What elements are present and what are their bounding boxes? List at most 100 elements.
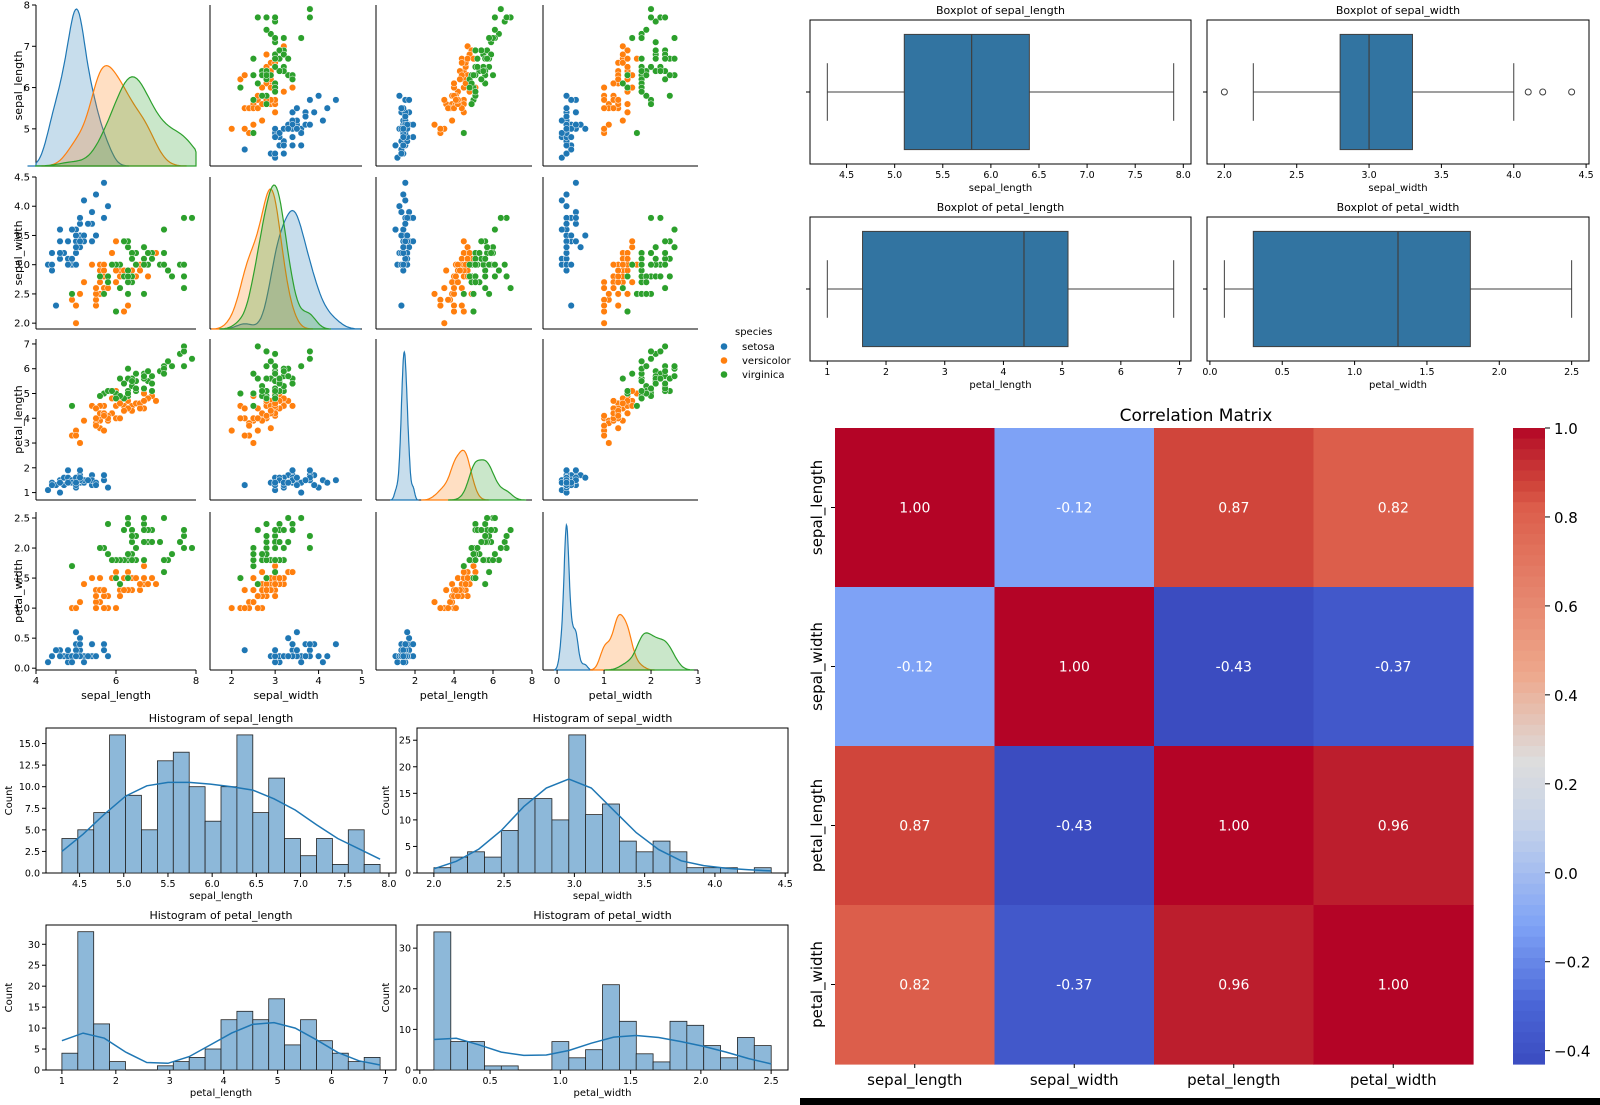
heatmap-cell-sepal_length-sepal_length — [835, 428, 996, 588]
scatter-point-virginica — [271, 63, 279, 71]
colorbar-tick-label: −0.4 — [1554, 1043, 1590, 1061]
scatter-point-virginica — [249, 562, 257, 570]
scatter-point-virginica — [96, 392, 104, 400]
scatter-point-virginica — [479, 67, 487, 75]
scatter-point-setosa — [562, 214, 571, 222]
scatter-point-virginica — [164, 357, 172, 365]
legend-label-virginica: virginica — [742, 370, 785, 381]
scatter-point-setosa — [567, 96, 575, 104]
scatter-point-virginica — [647, 13, 655, 21]
colorbar-segment — [1513, 693, 1545, 705]
scatter-point-versicolor — [76, 439, 84, 447]
scatter-point-virginica — [497, 5, 505, 13]
scatter-point-setosa — [84, 652, 92, 660]
y-tick-label: 7 — [24, 42, 30, 53]
scatter-point-setosa — [332, 476, 340, 484]
scatter-point-versicolor — [444, 104, 452, 112]
scatter-point-virginica — [507, 284, 515, 292]
scatter-point-versicolor — [72, 319, 80, 327]
scatter-point-virginica — [271, 55, 279, 63]
scatter-point-virginica — [180, 526, 188, 534]
x-tick-label: 3.5 — [637, 879, 652, 890]
scatter-point-virginica — [140, 255, 148, 263]
colorbar-segment — [1513, 841, 1545, 853]
scatter-point-setosa — [306, 466, 314, 474]
scatter-point-setosa — [393, 658, 401, 666]
colorbar-tick-label: 0.0 — [1554, 865, 1578, 883]
scatter-point-virginica — [471, 520, 479, 528]
scatter-point-virginica — [267, 30, 275, 38]
x-tick-label: 3.0 — [1362, 170, 1377, 181]
scatter-point-versicolor — [619, 261, 627, 269]
histogram-bar — [585, 1049, 603, 1071]
scatter-point-virginica — [485, 568, 493, 576]
y-axis-label: petal_length — [12, 385, 25, 453]
colorbar-segment — [1513, 481, 1545, 493]
scatter-point-setosa — [284, 634, 292, 642]
scatter-point-virginica — [124, 574, 132, 582]
scatter-point-setosa — [562, 479, 571, 487]
histogram-bar — [236, 734, 254, 874]
scatter-point-virginica — [497, 214, 505, 222]
scatter-point-virginica — [180, 544, 188, 552]
heatmap-value-label: 0.87 — [1218, 501, 1249, 517]
scatter-point-virginica — [236, 389, 244, 398]
scatter-point-versicolor — [88, 574, 96, 582]
colorbar-segment — [1513, 830, 1545, 842]
scatter-point-setosa — [72, 243, 80, 251]
histogram-bar — [347, 829, 365, 874]
scatter-point-versicolor — [619, 117, 627, 125]
scatter-point-virginica — [661, 249, 669, 257]
heatmap-cell-sepal_width-sepal_width — [994, 587, 1155, 747]
x-tick-label: 6 — [113, 676, 119, 687]
scatter-point-virginica — [254, 342, 262, 350]
scatter-point-setosa — [405, 96, 413, 104]
scatter-point-virginica — [280, 50, 288, 59]
pairplot-cell-petal_width-vs-petal_length: 2 4 6 8 petal_length — [375, 512, 535, 702]
scatter-point-setosa — [84, 220, 92, 228]
scatter-point-versicolor — [614, 424, 622, 432]
scatter-point-versicolor — [92, 414, 100, 422]
x-tick-label: 4 — [451, 676, 457, 687]
scatter-point-virginica — [503, 532, 511, 540]
scatter-point-versicolor — [249, 439, 257, 447]
scatter-point-versicolor — [600, 278, 608, 286]
scatter-point-virginica — [160, 226, 168, 234]
heatmap-cell-sepal_length-petal_length — [1154, 428, 1315, 588]
colorbar-tick-label: 0.6 — [1554, 598, 1578, 616]
chart-title: Histogram of petal_width — [533, 909, 671, 922]
heatmap-cell-petal_length-sepal_length — [835, 746, 996, 906]
scatter-point-virginica — [306, 544, 314, 552]
kde-line — [61, 1021, 381, 1066]
scatter-point-setosa — [48, 481, 56, 489]
scatter-point-virginica — [306, 532, 314, 540]
colorbar-segment — [1513, 491, 1545, 503]
scatter-point-virginica — [148, 255, 156, 263]
scatter-point-versicolor — [444, 296, 452, 304]
histogram-bar — [93, 1023, 110, 1071]
scatter-point-setosa — [64, 466, 72, 474]
scatter-point-setosa — [72, 652, 80, 660]
scatter-point-versicolor — [152, 397, 160, 405]
scatter-point-versicolor — [271, 580, 279, 588]
y-tick-label: 3.0 — [14, 260, 30, 271]
scatter-point-versicolor — [120, 407, 128, 415]
heatmap-value-label: -0.12 — [897, 660, 933, 676]
histogram-bar — [172, 1061, 190, 1071]
scatter-point-virginica — [168, 362, 176, 370]
scatter-point-virginica — [104, 278, 112, 286]
x-tick-label: 2 — [648, 676, 654, 687]
histogram-bar — [602, 803, 620, 874]
scatter-point-setosa — [68, 658, 76, 666]
scatter-point-virginica — [160, 514, 168, 522]
x-tick-label: 4 — [221, 1076, 227, 1087]
scatter-point-virginica — [656, 272, 664, 280]
scatter-point-setosa — [403, 628, 411, 636]
scatter-point-setosa — [100, 179, 108, 187]
scatter-point-versicolor — [609, 284, 618, 292]
scatter-point-setosa — [271, 652, 279, 660]
histogram-bar — [300, 1019, 317, 1071]
chart-title: Histogram of sepal_width — [533, 712, 673, 725]
scatter-point-virginica — [666, 92, 674, 100]
scatter-point-versicolor — [452, 604, 460, 612]
